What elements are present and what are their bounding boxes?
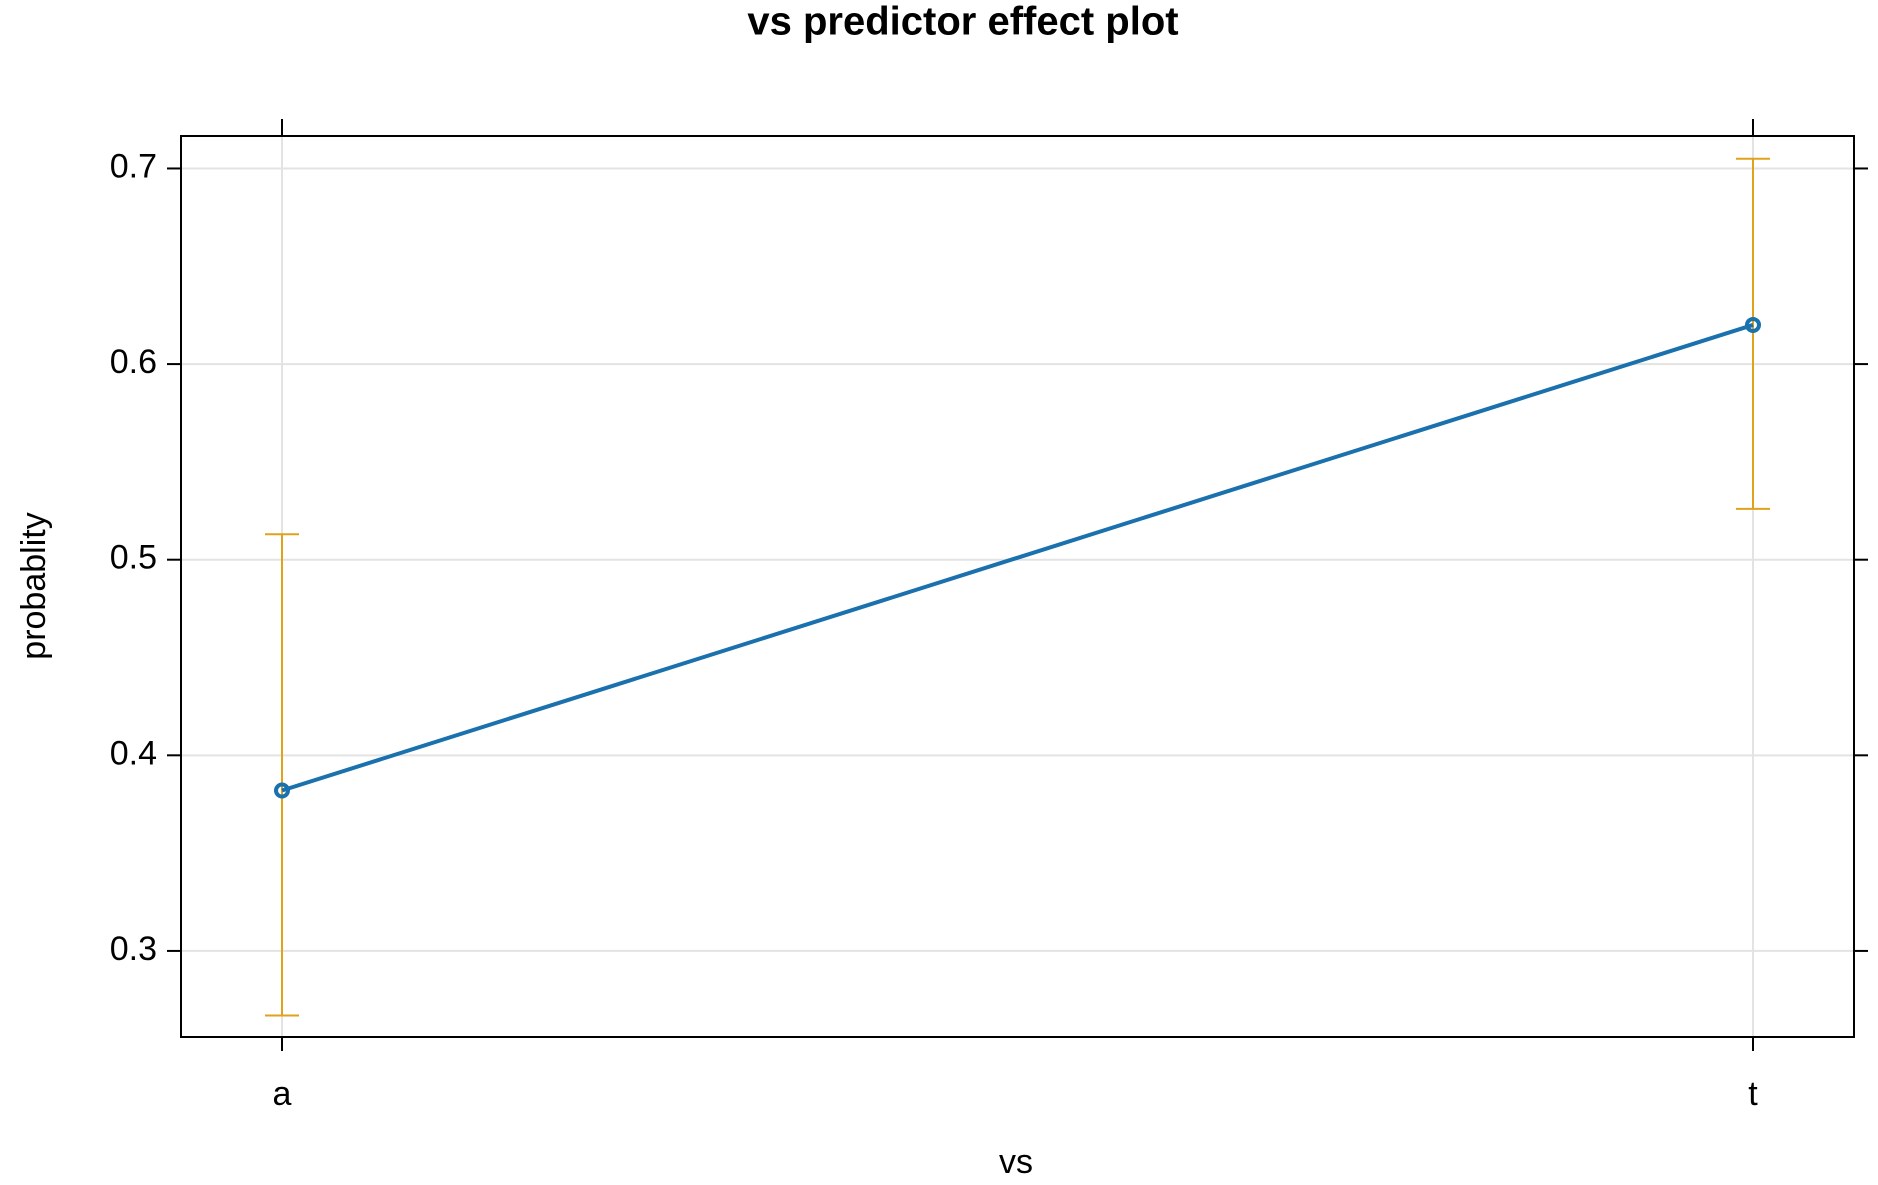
series-line: [281, 323, 1754, 793]
chart-title: vs predictor effect plot: [747, 0, 1178, 44]
point: [274, 782, 290, 799]
plot-frame: [180, 135, 1855, 1038]
point: [1745, 316, 1761, 333]
error-bar: [265, 533, 299, 1017]
y-tick-label: 0.7: [110, 147, 157, 185]
y-tick-label: 0.3: [110, 930, 157, 968]
y-tick-label: 0.5: [110, 539, 157, 577]
y-tick-label: 0.6: [110, 343, 157, 381]
y-axis-label: probablity: [15, 512, 53, 659]
x-tick-label: a: [273, 1075, 292, 1113]
x-tick-label: t: [1748, 1075, 1758, 1113]
error-bar: [1736, 157, 1770, 510]
y-tick-label: 0.4: [110, 734, 157, 772]
x-axis-label: vs: [999, 1143, 1033, 1181]
